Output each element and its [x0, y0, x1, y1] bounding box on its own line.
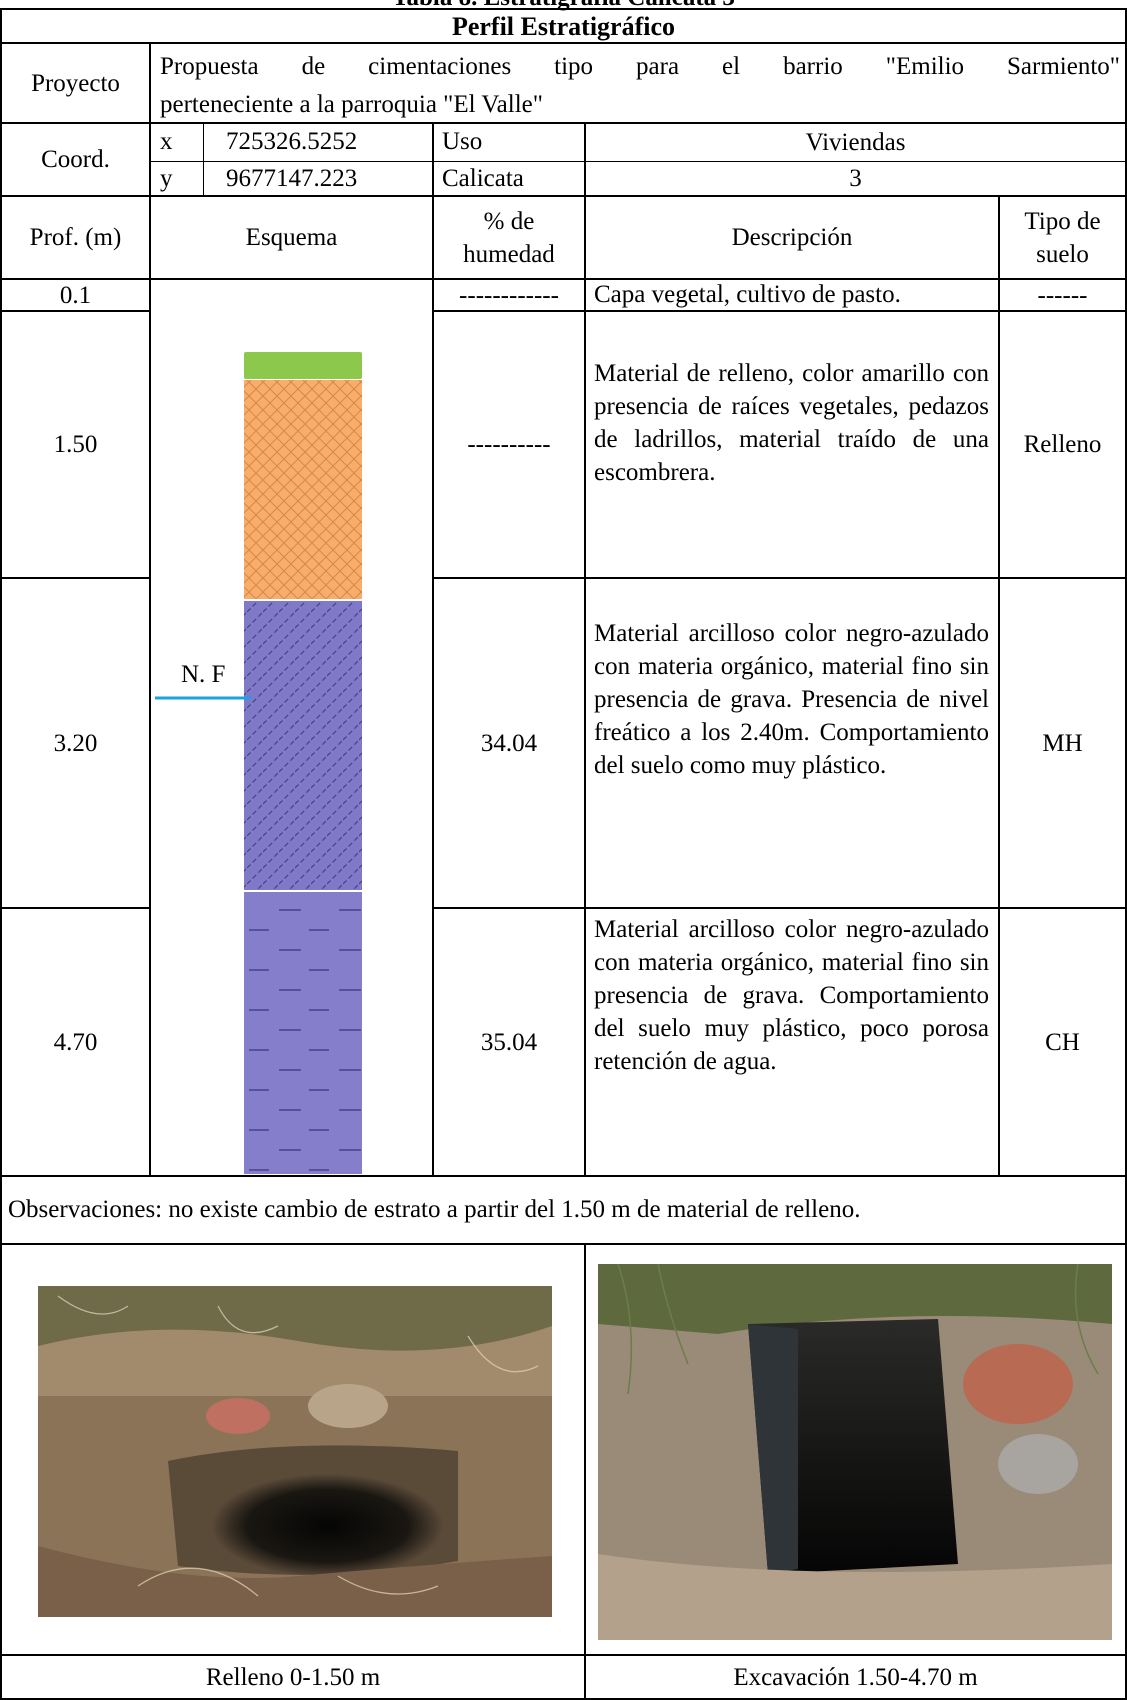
line-row3-left — [0, 907, 150, 909]
coord-x-label: x — [160, 128, 173, 155]
row1-soil-type: ------ — [1037, 281, 1088, 309]
line-row2-left — [0, 577, 150, 579]
vline-description-left — [584, 123, 586, 1176]
line-row3-right — [433, 907, 1127, 909]
layer-vegetal — [244, 352, 362, 379]
line-coord-mid — [150, 161, 1127, 162]
vline-type-left — [998, 196, 1000, 1176]
header-humidity-line2: humedad — [463, 240, 555, 268]
row4-humidity: 35.04 — [480, 1028, 538, 1056]
header-humidity-line1: % de — [483, 207, 535, 235]
line-row1-left — [0, 310, 150, 312]
line-header-bottom — [0, 278, 1127, 280]
border-top — [0, 8, 1127, 10]
border-right — [1125, 8, 1127, 1700]
row4-soil-type: CH — [1045, 1028, 1080, 1056]
table-caption: Tabla 8. Estratigrafía Calicata 3 — [0, 0, 1127, 11]
row3-depth: 3.20 — [53, 729, 98, 757]
line-photos-bottom — [0, 1654, 1127, 1656]
border-bottom — [0, 1698, 1127, 1700]
line-row1-right — [433, 310, 1127, 312]
uso-value: Viviendas — [805, 129, 906, 156]
row4-description: Material arcilloso color negro-azulado c… — [594, 916, 989, 1075]
coord-y-label: y — [160, 165, 173, 192]
row1-description: Capa vegetal, cultivo de pasto. — [594, 281, 901, 308]
coord-label: Coord. — [41, 146, 110, 173]
row3-soil-type: MH — [1042, 729, 1083, 757]
header-humidity: % de humedad — [434, 197, 584, 278]
row2-description: Material de relleno, color amarillo con … — [594, 360, 989, 486]
photo-caption-relleno: Relleno 0-1.50 m — [205, 1663, 381, 1691]
water-table-label: N. F — [181, 661, 226, 688]
calicata-value: 3 — [849, 165, 862, 192]
stratigraphic-column — [155, 352, 362, 1174]
vline-humidity-left — [432, 123, 434, 1176]
row2-humidity: ---------- — [467, 431, 551, 458]
project-label: Proyecto — [31, 69, 120, 97]
header-scheme: Esquema — [245, 224, 338, 251]
row4-depth: 4.70 — [53, 1028, 98, 1056]
row2-soil-type: Relleno — [1023, 431, 1102, 458]
photo-caption-excavacion: Excavación 1.50-4.70 m — [733, 1663, 978, 1691]
vline-xy-col — [203, 123, 204, 196]
row3-humidity: 34.04 — [480, 729, 538, 757]
calicata-label: Calicata — [442, 165, 524, 192]
row3-description: Material arcilloso color negro-azulado c… — [594, 620, 989, 779]
vline-photos-mid — [584, 1244, 586, 1700]
photo-relleno — [38, 1286, 552, 1617]
header-soil-type: Tipo de suelo — [1000, 197, 1125, 278]
line-title-bottom — [0, 42, 1127, 44]
row2-depth: 1.50 — [53, 431, 98, 458]
project-text-line2: perteneciente a la parroquia "El Valle" — [160, 91, 543, 118]
header-soil-type-line1: Tipo de — [1024, 207, 1101, 235]
header-soil-type-line2: suelo — [1036, 240, 1089, 268]
row1-depth: 0.1 — [59, 281, 92, 309]
profile-title: Perfil Estratigráfico — [451, 11, 676, 41]
border-left — [0, 8, 2, 1700]
line-project-bottom — [0, 122, 1127, 124]
coord-y-value: 9677147.223 — [226, 165, 358, 192]
line-rows-bottom — [0, 1175, 1127, 1177]
line-observations-bottom — [0, 1243, 1127, 1245]
coord-x-value: 725326.5252 — [226, 128, 358, 155]
header-description: Descripción — [731, 224, 853, 251]
photo-excavacion — [598, 1264, 1112, 1640]
vline-label-col — [149, 43, 151, 1176]
line-row2-right — [433, 577, 1127, 579]
line-coord-bottom — [0, 195, 1127, 197]
row1-humidity: ------------ — [459, 281, 559, 309]
uso-label: Uso — [442, 128, 483, 155]
header-depth: Prof. (m) — [29, 224, 122, 251]
observations: Observaciones: no existe cambio de estra… — [8, 1196, 861, 1223]
project-text-line1: Propuesta de cimentaciones tipo para el … — [160, 53, 1120, 80]
